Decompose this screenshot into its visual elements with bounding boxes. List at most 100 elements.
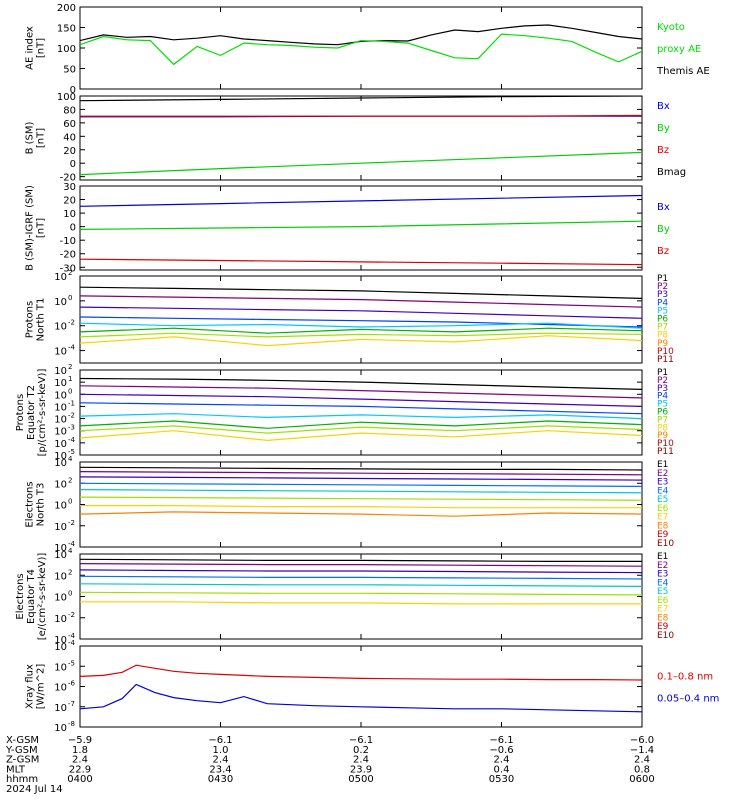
y-tick-label: -30 — [60, 263, 76, 274]
legend-entry: E2 — [657, 469, 668, 479]
x-axis-row-label: Y-GSM — [5, 745, 38, 756]
series-line-e7 — [80, 505, 642, 509]
legend-entry: P4 — [657, 392, 668, 402]
series-line-p1 — [80, 377, 642, 390]
y-axis-label: Electrons — [15, 573, 26, 619]
y-axis-label: [nT] — [36, 38, 47, 58]
x-axis-row-label: hhmm — [6, 774, 38, 785]
legend-entry: P4 — [657, 298, 668, 308]
y-axis-label: Equator T2 — [26, 385, 37, 440]
y-axis-label: [e/(cm²-s-sr-keV)] — [37, 553, 48, 641]
series-line-bmag — [80, 96, 642, 102]
x-axis-row-value: −0.6 — [489, 745, 513, 756]
y-tick-label: 10 — [54, 427, 67, 438]
y-tick-exponent: 0 — [68, 387, 72, 395]
legend-entry: P3 — [657, 384, 668, 394]
y-tick-exponent: 2 — [68, 568, 72, 576]
y-tick-label: -20 — [60, 250, 76, 261]
y-tick-label: 200 — [57, 3, 76, 14]
series-line-0-05-0-4-nm — [80, 683, 642, 713]
series-line-e3 — [80, 476, 642, 481]
series-line-e2 — [80, 471, 642, 476]
x-axis-row-value: 23.9 — [350, 764, 372, 775]
series-line-p3 — [80, 393, 642, 407]
series-line-p4 — [80, 402, 642, 415]
legend-entry: E2 — [657, 561, 668, 571]
legend-entry: P2 — [657, 376, 668, 386]
y-axis-label: Protons — [25, 301, 36, 338]
legend-entry: E9 — [657, 622, 669, 632]
plot-frame — [79, 553, 643, 640]
y-tick-exponent: -4 — [68, 344, 76, 352]
y-tick-exponent: -3 — [68, 424, 75, 432]
legend-entry: E8 — [657, 613, 669, 623]
series-line-e5 — [80, 489, 642, 494]
y-tick-label: 10 — [54, 272, 67, 283]
legend-entry: E5 — [657, 495, 668, 505]
legend-entry: Bx — [657, 101, 670, 112]
y-tick-label: 10 — [54, 366, 67, 377]
y-tick-label: -20 — [60, 173, 76, 184]
y-tick-label: 10 — [54, 642, 67, 653]
y-tick-exponent: -2 — [68, 611, 75, 619]
legend-entry: 0.1–0.8 nm — [657, 672, 713, 683]
y-tick-label: 10 — [54, 322, 67, 333]
y-tick-label: 10 — [54, 662, 67, 673]
y-axis-label: Equator T4 — [26, 569, 37, 624]
y-tick-label: 80 — [63, 105, 76, 116]
x-axis-row-value: 2.4 — [634, 755, 650, 766]
legend-entry: P11 — [657, 355, 674, 365]
x-axis-row-value: 2.4 — [494, 755, 510, 766]
series-line-p3 — [80, 306, 642, 319]
x-axis-row-value: −6.0 — [630, 735, 654, 746]
y-tick-label: 10 — [54, 522, 67, 533]
x-axis-row-value: 23.4 — [209, 764, 231, 775]
series-line-e1 — [80, 558, 642, 563]
series-line-e3 — [80, 569, 642, 574]
legend-entry: E8 — [657, 521, 669, 531]
y-tick-exponent: 0 — [68, 590, 72, 598]
series-line-by — [80, 220, 642, 230]
legend-entry: 0.05–0.4 nm — [657, 694, 719, 705]
x-axis-row-label: X-GSM — [6, 735, 39, 746]
legend-entry: E1 — [657, 460, 668, 470]
x-axis-row-value: −5.9 — [68, 735, 92, 746]
y-axis-label: Protons — [15, 394, 26, 431]
plot-frame — [79, 95, 643, 181]
y-tick-exponent: -1 — [68, 399, 75, 407]
y-tick-label: 10 — [54, 390, 67, 401]
x-axis-row-value: −1.4 — [630, 745, 654, 756]
y-tick-label: 10 — [54, 614, 67, 625]
legend-entry: E6 — [657, 504, 669, 514]
x-axis-row-value: 0500 — [348, 774, 373, 785]
y-tick-label: 10 — [54, 723, 67, 734]
panel-b-igrf: -30 -20 -10 0 10 20 30 B (SM)-IGRF (SM) [nT] Bx By… — [25, 182, 670, 274]
series-line-e5 — [80, 583, 642, 588]
y-axis-label: B (SM)-IGRF (SM) — [25, 185, 36, 271]
series-line-e6 — [80, 496, 642, 501]
series-line-bz — [80, 258, 642, 266]
legend-entry: E10 — [657, 631, 674, 641]
x-axis-row-value: 0.8 — [634, 764, 650, 775]
y-tick-exponent: 4 — [68, 455, 73, 463]
series-line-e4 — [80, 575, 642, 580]
plot-frame — [79, 275, 643, 364]
y-tick-label: 10 — [54, 703, 67, 714]
y-tick-exponent: 2 — [68, 269, 72, 277]
legend-entry: Bz — [657, 246, 669, 257]
y-tick-exponent: -8 — [68, 720, 75, 728]
y-tick-exponent: -4 — [68, 632, 76, 640]
y-tick-label: 50 — [63, 65, 76, 76]
legend-entry: E3 — [657, 570, 668, 580]
series-line-p5 — [80, 413, 642, 420]
y-tick-exponent: -5 — [68, 659, 75, 667]
x-axis-row-value: 0530 — [489, 774, 514, 785]
x-axis-row-value: 2.4 — [72, 755, 88, 766]
y-tick-label: 10 — [54, 479, 67, 490]
y-tick-label: 10 — [54, 402, 67, 413]
plot-frame — [79, 645, 643, 728]
series-line-bz — [80, 114, 642, 117]
